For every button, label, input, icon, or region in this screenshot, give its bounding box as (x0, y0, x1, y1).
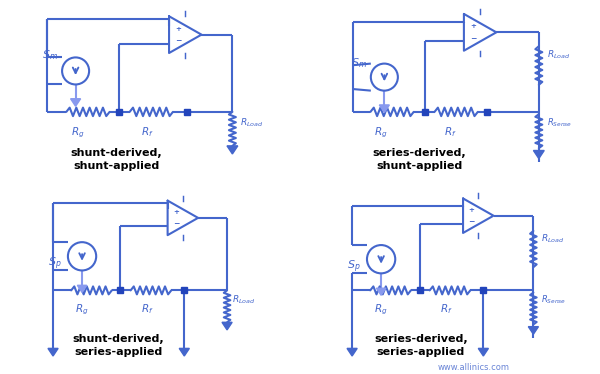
Polygon shape (376, 288, 386, 295)
Polygon shape (478, 349, 488, 356)
Text: +: + (173, 209, 179, 215)
Text: shunt-derived,
series-applied: shunt-derived, series-applied (73, 334, 164, 357)
Polygon shape (227, 146, 238, 154)
Text: $R_f$: $R_f$ (141, 302, 154, 316)
Text: $S_m$: $S_m$ (41, 49, 58, 62)
Text: shunt-derived,
shunt-applied: shunt-derived, shunt-applied (71, 148, 163, 171)
Text: −: − (470, 34, 476, 43)
Text: $R_g$: $R_g$ (374, 303, 388, 317)
Text: $S_m$: $S_m$ (351, 56, 367, 70)
Polygon shape (347, 349, 357, 356)
Text: +: + (175, 25, 181, 31)
Text: www.allinics.com: www.allinics.com (438, 363, 510, 372)
Text: $R_{Load}$: $R_{Load}$ (541, 233, 564, 245)
Text: −: − (469, 217, 475, 226)
Text: series-derived,
series-applied: series-derived, series-applied (374, 334, 468, 357)
Text: $R_g$: $R_g$ (374, 125, 387, 140)
Text: $S_p$: $S_p$ (48, 255, 62, 272)
Text: $S_p$: $S_p$ (347, 258, 361, 275)
Polygon shape (529, 327, 538, 334)
Text: +: + (469, 207, 475, 213)
Polygon shape (71, 99, 80, 106)
Text: +: + (470, 23, 476, 29)
Text: series-derived,
shunt-applied: series-derived, shunt-applied (372, 148, 466, 171)
Text: $R_{Sense}$: $R_{Sense}$ (541, 294, 566, 306)
Text: $R_f$: $R_f$ (443, 125, 457, 139)
Polygon shape (379, 105, 389, 113)
Text: −: − (175, 36, 181, 45)
Polygon shape (222, 322, 232, 330)
Text: $R_{Load}$: $R_{Load}$ (240, 116, 263, 129)
Polygon shape (48, 349, 58, 356)
Text: $R_{Load}$: $R_{Load}$ (232, 294, 256, 306)
Text: $R_g$: $R_g$ (75, 303, 89, 317)
Text: $R_f$: $R_f$ (141, 125, 154, 139)
Polygon shape (77, 285, 87, 292)
Text: −: − (173, 219, 179, 228)
Text: $R_g$: $R_g$ (71, 125, 85, 140)
Text: $R_{Load}$: $R_{Load}$ (547, 49, 570, 61)
Polygon shape (179, 349, 190, 356)
Polygon shape (533, 150, 544, 159)
Text: $R_f$: $R_f$ (440, 302, 453, 316)
Text: $R_{Sense}$: $R_{Sense}$ (547, 116, 572, 129)
